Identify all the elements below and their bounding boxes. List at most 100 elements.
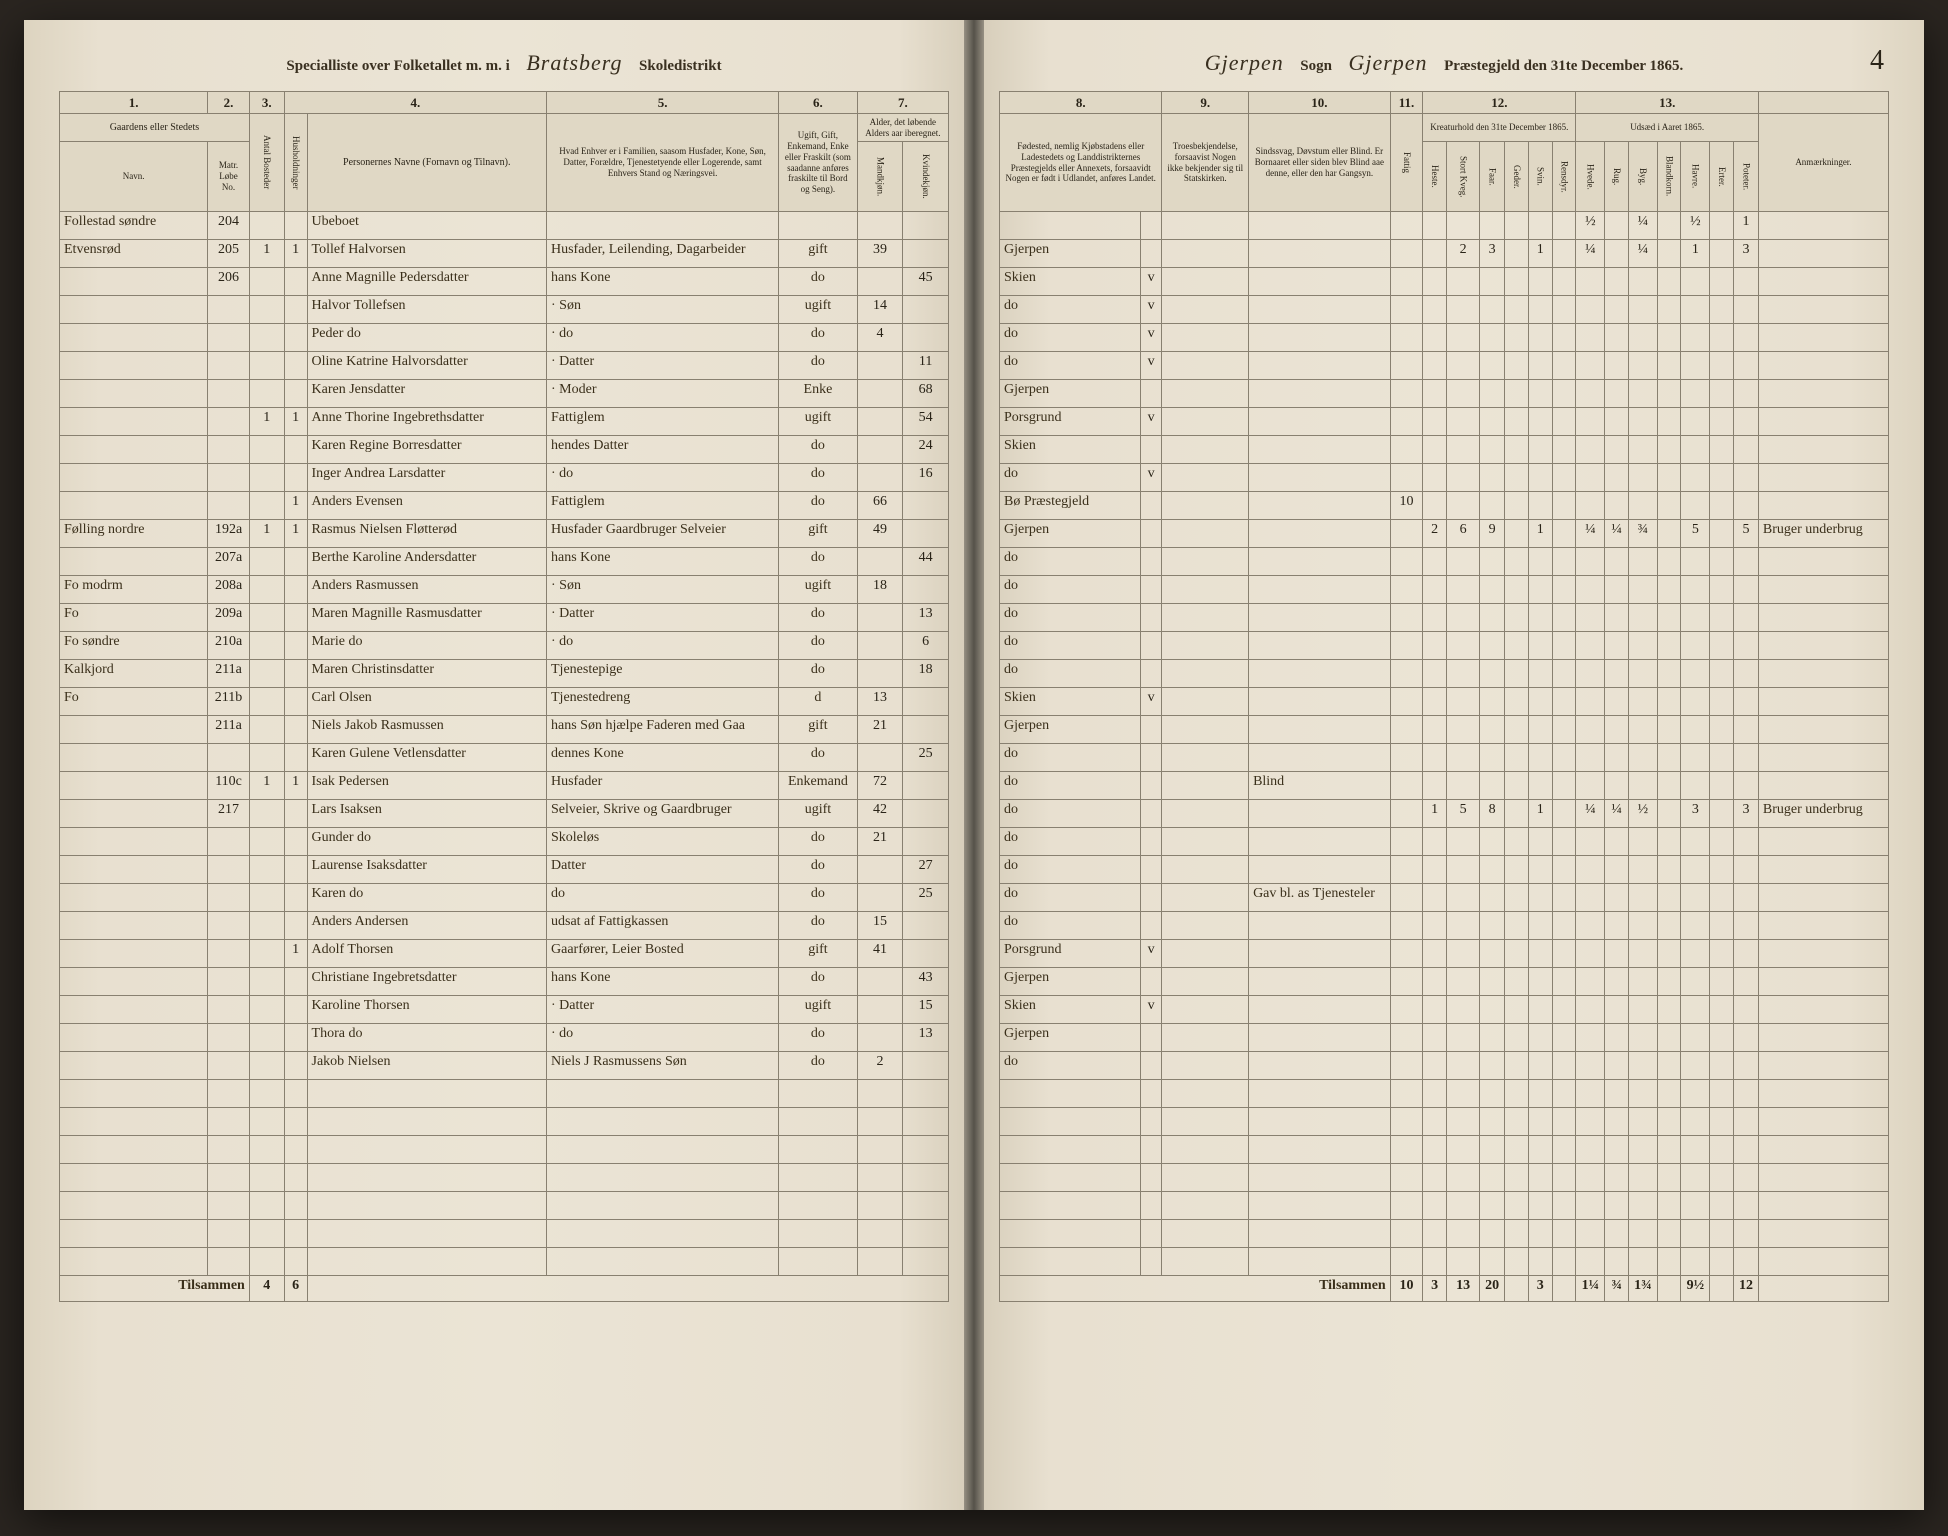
cell-note (1758, 632, 1888, 660)
table-row: do (1000, 828, 1889, 856)
cell-liv (1552, 352, 1576, 380)
cell-poor (1390, 408, 1422, 436)
cell-liv (1552, 800, 1576, 828)
cell-liv (1480, 968, 1505, 996)
cell-poor (1390, 744, 1422, 772)
cell-civ: gift (779, 520, 858, 548)
cell-m: 2 (857, 1052, 903, 1080)
cell-liv (1423, 856, 1447, 884)
cell-name: Anders Rasmussen (307, 576, 546, 604)
cell-seed: 5 (1733, 520, 1758, 548)
cell-liv (1480, 296, 1505, 324)
cell-liv (1480, 408, 1505, 436)
cell-seed (1733, 1052, 1758, 1080)
cell-liv (1480, 772, 1505, 800)
cell-f: 24 (903, 436, 949, 464)
cell-place (60, 884, 208, 912)
cell-place (60, 1052, 208, 1080)
cell-f (903, 716, 949, 744)
cell-b (249, 884, 284, 912)
table-row: Fo211bCarl OlsenTjenestedrengd13 (60, 688, 949, 716)
cell-liv (1423, 464, 1447, 492)
cell-h (284, 576, 307, 604)
cell-note (1758, 604, 1888, 632)
table-row: Oline Katrine Halvorsdatter· Datterdo11 (60, 352, 949, 380)
cell-liv (1480, 744, 1505, 772)
cell-liv (1528, 380, 1552, 408)
cell-seed (1605, 632, 1629, 660)
cell-rel: · do (547, 1024, 779, 1052)
cell-seed (1657, 856, 1681, 884)
cell-f: 6 (903, 632, 949, 660)
cell-birth: do (1000, 800, 1141, 828)
cell-rel: · Moder (547, 380, 779, 408)
cell-civ: do (779, 856, 858, 884)
h7a: Mandkjøn. (857, 142, 903, 212)
cell-liv (1447, 576, 1480, 604)
cell-trosbek (1162, 772, 1249, 800)
table-row: Gjerpen2691¼¼¾55Bruger underbrug (1000, 520, 1889, 548)
cell-liv (1528, 604, 1552, 632)
cell-trosbek (1162, 688, 1249, 716)
cell-seed (1710, 380, 1734, 408)
cell-seed (1681, 1024, 1710, 1052)
cell-seed (1733, 548, 1758, 576)
cell-conf: v (1140, 940, 1162, 968)
cell-rel: udsat af Fattigkassen (547, 912, 779, 940)
table-row: do (1000, 632, 1889, 660)
cell-seed (1733, 380, 1758, 408)
cell-rel: Skoleløs (547, 828, 779, 856)
cell-seed (1681, 940, 1710, 968)
cell-seed (1605, 604, 1629, 632)
cell-note: Bruger underbrug (1758, 520, 1888, 548)
cell-liv (1552, 996, 1576, 1024)
cell-liv (1447, 940, 1480, 968)
cell-seed: ¼ (1628, 212, 1657, 240)
cell-b (249, 856, 284, 884)
cell-liv (1447, 772, 1480, 800)
cell-conf (1140, 772, 1162, 800)
cell-b (249, 268, 284, 296)
cell-liv (1447, 352, 1480, 380)
s-geder: Geder. (1505, 142, 1529, 212)
cell-liv (1552, 604, 1576, 632)
left-header: Specialliste over Folketallet m. m. i Br… (59, 50, 949, 76)
cell-note (1758, 828, 1888, 856)
cell-seed (1628, 772, 1657, 800)
cell-trosbek (1162, 744, 1249, 772)
cell-dis (1249, 660, 1391, 688)
cell-seed (1605, 968, 1629, 996)
cell-rel: · Datter (547, 352, 779, 380)
table-row: do (1000, 660, 1889, 688)
cell-seed (1657, 240, 1681, 268)
cell-liv: 6 (1447, 520, 1480, 548)
right-header: Gjerpen Sogn Gjerpen Præstegjeld den 31t… (999, 50, 1889, 76)
cell-liv (1423, 912, 1447, 940)
cell-rel: Selveier, Skrive og Gaardbruger (547, 800, 779, 828)
cell-seed (1576, 352, 1605, 380)
cell-liv (1552, 688, 1576, 716)
cell-liv (1528, 660, 1552, 688)
cell-birth: Gjerpen (1000, 240, 1141, 268)
cell-trosbek (1162, 324, 1249, 352)
table-row: Gjerpen (1000, 968, 1889, 996)
cell-civ: d (779, 688, 858, 716)
cell-b (249, 548, 284, 576)
cell-mno (208, 324, 250, 352)
table-row: 211aNiels Jakob Rasmussenhans Søn hjælpe… (60, 716, 949, 744)
cell-liv: 8 (1480, 800, 1505, 828)
cell-conf (1140, 856, 1162, 884)
cell-h (284, 632, 307, 660)
cell-place: Fo søndre (60, 632, 208, 660)
cell-civ: do (779, 968, 858, 996)
cell-m: 18 (857, 576, 903, 604)
cell-poor (1390, 660, 1422, 688)
coln-13: 13. (1576, 92, 1758, 114)
cell-f (903, 688, 949, 716)
s-svin: Svin. (1528, 142, 1552, 212)
cell-trosbek (1162, 968, 1249, 996)
cell-liv (1423, 940, 1447, 968)
cell-seed: ¼ (1628, 240, 1657, 268)
cell-note (1758, 996, 1888, 1024)
cell-liv (1447, 744, 1480, 772)
